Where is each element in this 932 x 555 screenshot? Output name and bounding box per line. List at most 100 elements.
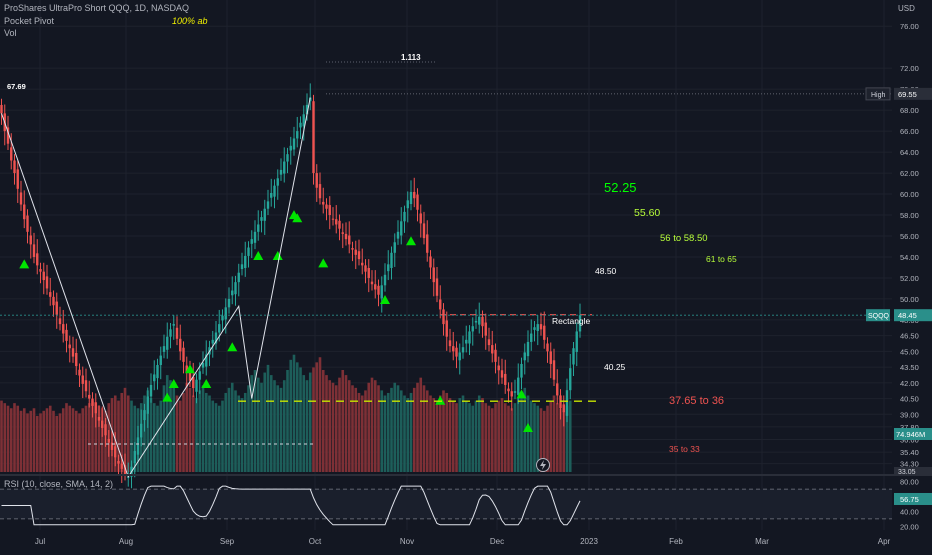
pocket-pivot-marker (516, 389, 527, 399)
candle-body (205, 354, 208, 367)
volume-bar (484, 403, 488, 472)
volume-bar (276, 385, 280, 472)
volume-bar (65, 403, 68, 472)
volume-bar (416, 382, 419, 472)
volume-bar (351, 385, 354, 472)
volume-bar (390, 387, 393, 472)
rsi-tick-label: 40.00 (900, 507, 919, 516)
volume-bar (503, 403, 507, 472)
volume-bar (331, 382, 335, 472)
volume-bar (429, 395, 432, 472)
candle-body (426, 234, 429, 253)
candle-body (52, 296, 55, 306)
volume-bar (422, 385, 426, 472)
volume-bar (16, 405, 20, 472)
volume-bar (494, 403, 497, 472)
volume-bar (133, 405, 137, 472)
candle-body (487, 339, 491, 346)
price-tick-label: 43.50 (900, 363, 919, 372)
price-tick-label: 54.00 (900, 253, 919, 262)
candle-body (413, 191, 416, 199)
candle-body (569, 368, 572, 391)
volume-bar (120, 392, 124, 472)
candle-body (276, 178, 279, 186)
candle-body (562, 404, 565, 413)
candle-body (422, 223, 426, 239)
volume-bar (451, 400, 455, 472)
candle-body (478, 316, 481, 325)
volume-bar (286, 370, 289, 472)
candle-body (341, 232, 344, 234)
candle-body (416, 194, 419, 210)
price-tick-label: 34.30 (900, 460, 919, 469)
candle-body (211, 339, 214, 344)
candle-body (578, 315, 582, 332)
rsi-tick-label: 80.00 (900, 478, 919, 487)
volume-bar (266, 364, 270, 472)
time-tick-label: Sep (220, 537, 235, 546)
volume-bar (338, 377, 341, 472)
candle-body (396, 231, 400, 239)
low-value: 33.05 (898, 469, 916, 476)
candle-body (370, 281, 374, 285)
candle-body (91, 398, 94, 406)
price-tick-label: 45.00 (900, 347, 919, 356)
price-tick-label: 76.00 (900, 22, 919, 31)
ratio-label: 1.113 (401, 53, 421, 62)
volume-bar (247, 385, 250, 472)
candle-body (305, 104, 309, 115)
lightning-icon[interactable] (536, 458, 550, 472)
candle-body (75, 352, 78, 367)
volume-bar (409, 392, 413, 472)
volume-bar (403, 395, 406, 472)
candle-body (432, 267, 435, 283)
candle-body (361, 262, 364, 266)
rsi-band (0, 489, 892, 519)
volume-bar (490, 408, 494, 472)
candle-body (250, 239, 253, 244)
rsi-tick-label: 20.00 (900, 522, 919, 531)
volume-bar (39, 413, 42, 472)
volume-bar (55, 415, 59, 472)
volume-bar (201, 385, 205, 472)
volume-bar (74, 410, 78, 472)
candle-body (325, 204, 328, 209)
volume-bar (84, 405, 88, 472)
candle-body (328, 205, 331, 216)
candle-body (380, 285, 383, 299)
volume-bar (123, 387, 127, 472)
candle-body (88, 394, 91, 399)
downside-label: 37.65 to 36 (669, 395, 724, 407)
candle-body (84, 380, 88, 392)
volume-bar (32, 408, 36, 472)
time-tick-label: 2023 (580, 537, 598, 546)
candle-body (198, 371, 201, 380)
candle-body (439, 299, 442, 310)
volume-bar (13, 403, 16, 472)
candle-body (315, 173, 318, 188)
time-tick-label: Aug (119, 537, 133, 546)
candle-body (23, 204, 26, 220)
candle-body (270, 192, 273, 198)
volume-bar (458, 398, 462, 472)
volume-bar (35, 415, 39, 472)
candle-body (253, 231, 257, 243)
pocket-pivot-marker (292, 213, 303, 223)
candle-body (0, 104, 3, 114)
price-tick-label: 50.00 (900, 295, 919, 304)
volume-bar (360, 395, 364, 472)
price-tick-label: 72.00 (900, 64, 919, 73)
candle-body (497, 365, 500, 371)
candle-body (244, 255, 247, 268)
candle-body (133, 451, 136, 464)
candle-body (26, 215, 29, 232)
candle-body (6, 127, 10, 144)
volume-bar (373, 380, 377, 472)
pocket-pivot-marker (253, 250, 264, 260)
volume-bar (250, 375, 254, 472)
volume-bar (546, 405, 549, 472)
pocket-pivot-marker (185, 364, 195, 374)
volume-tag (894, 428, 932, 440)
